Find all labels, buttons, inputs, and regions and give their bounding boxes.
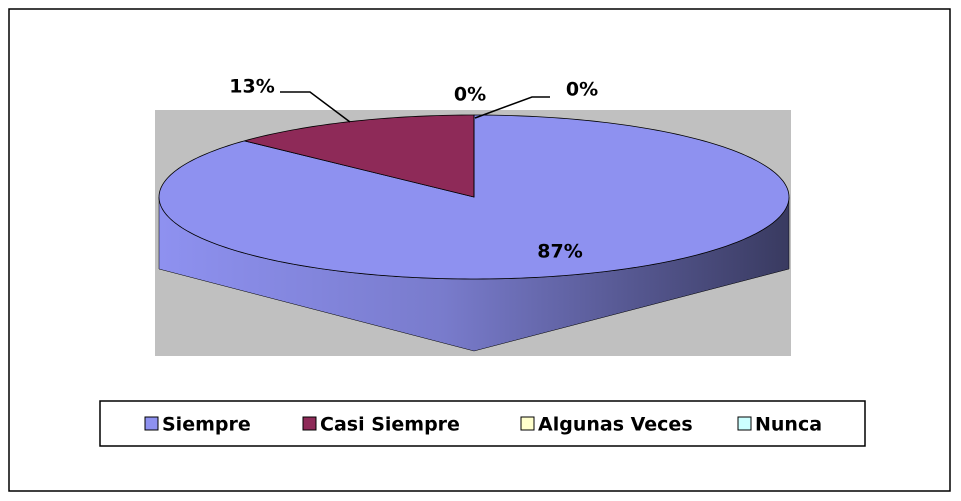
data-label: 0% xyxy=(566,79,598,101)
data-label: 87% xyxy=(537,241,582,263)
leader-line xyxy=(280,91,351,123)
data-label: 0% xyxy=(454,84,486,106)
data-label: 13% xyxy=(229,76,274,98)
legend-label: Nunca xyxy=(755,414,822,436)
leader-line xyxy=(474,96,550,119)
legend-swatch xyxy=(737,416,752,431)
legend-swatch xyxy=(302,416,317,431)
legend-label: Algunas Veces xyxy=(538,414,693,436)
legend-label: Siempre xyxy=(162,414,251,436)
side-shade xyxy=(159,197,789,351)
legend-label: Casi Siempre xyxy=(320,414,460,436)
legend-swatch xyxy=(520,416,535,431)
legend-swatch xyxy=(144,416,159,431)
